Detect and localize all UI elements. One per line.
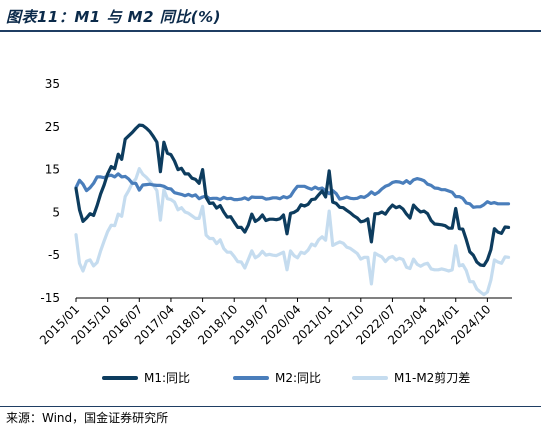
legend-spread: M1-M2剪刀差 — [352, 370, 470, 385]
legend: M1:同比 M2:同比 M1-M2剪刀差 — [102, 370, 470, 385]
chart-title: 图表11：M1 与 M2 同比(%) — [6, 8, 222, 26]
source-divider — [0, 406, 541, 407]
legend-label: M2:同比 — [275, 371, 321, 385]
m1-yoy-line — [74, 123, 511, 268]
legend-m1: M1:同比 — [102, 371, 190, 385]
y-tick-label: -15 — [40, 291, 60, 305]
m2-yoy-line — [74, 172, 511, 209]
series-lines — [74, 123, 511, 297]
y-axis: 35 25 15 5 -5 -15 — [40, 77, 60, 305]
y-tick-label: 15 — [45, 163, 60, 177]
x-axis: 2015/012015/102016/072017/042018/012018/… — [37, 298, 494, 347]
y-tick-label: 25 — [45, 120, 60, 134]
y-tick-label: 35 — [45, 77, 60, 91]
legend-m2: M2:同比 — [233, 371, 321, 385]
title-divider — [0, 30, 541, 32]
source-note: 来源：Wind，国金证券研究所 — [6, 411, 169, 425]
y-tick-label: -5 — [48, 248, 60, 262]
m1-m2-spread-line — [74, 167, 511, 297]
legend-label: M1:同比 — [144, 371, 190, 385]
legend-label: M1-M2剪刀差 — [394, 370, 470, 385]
line-chart: 35 25 15 5 -5 -15 2015/012015/102016/072017/0… — [37, 77, 512, 385]
y-tick-label: 5 — [52, 205, 60, 219]
